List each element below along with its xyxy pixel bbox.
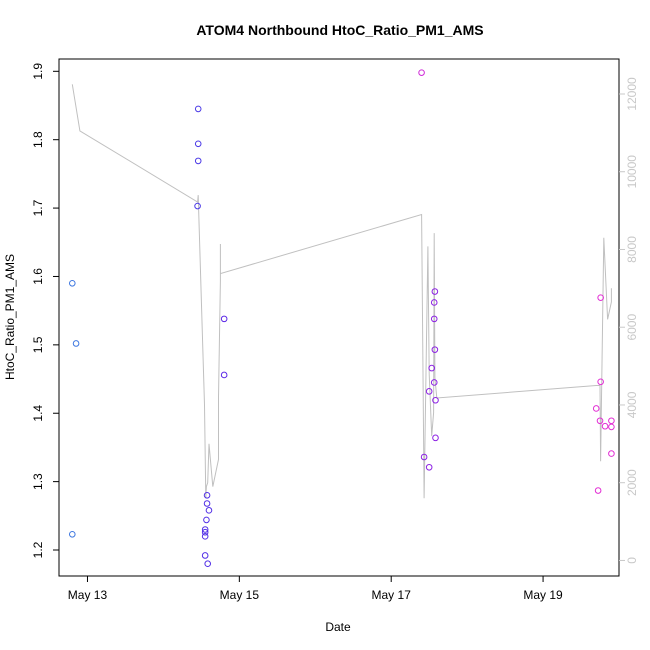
chart-title: ATOM4 Northbound HtoC_Ratio_PM1_AMS <box>196 22 483 38</box>
x-tick-label: May 15 <box>220 588 260 602</box>
data-point <box>220 371 228 379</box>
x-tick-label: May 17 <box>372 588 412 602</box>
data-point <box>68 530 76 538</box>
data-point <box>430 379 438 386</box>
data-point <box>431 346 439 353</box>
y-axis-right: 0 2000 4000 6000 8000 10000 12000 <box>619 77 639 564</box>
data-point <box>201 528 209 536</box>
series-line <box>71 84 612 499</box>
data-point <box>597 378 604 386</box>
x-tick-label: May 13 <box>68 588 108 602</box>
y-tick-label: 1.4 <box>31 405 45 422</box>
data-point <box>430 315 438 323</box>
data-point <box>608 423 615 431</box>
data-point <box>194 105 202 113</box>
data-point <box>194 140 202 148</box>
data-point <box>68 280 76 287</box>
y2-tick-label: 8000 <box>625 236 639 263</box>
data-point <box>594 487 602 494</box>
y2-tick-label: 0 <box>625 557 639 564</box>
data-point <box>597 294 604 301</box>
data-point <box>203 516 210 524</box>
data-point <box>608 450 615 457</box>
data-point <box>596 417 604 425</box>
y-tick-label: 1.5 <box>31 336 45 353</box>
data-point <box>201 552 209 559</box>
y-tick-label: 1.2 <box>31 541 45 558</box>
y-tick-label: 1.9 <box>31 63 45 80</box>
y2-tick-label: 10000 <box>625 155 639 189</box>
y-axis-label: HtoC_Ratio_PM1_AMS <box>3 254 17 380</box>
data-point <box>194 202 201 210</box>
y-tick-label: 1.7 <box>31 199 45 216</box>
y2-tick-label: 12000 <box>625 77 639 111</box>
points-layer <box>68 69 615 567</box>
x-axis-label: Date <box>325 620 351 634</box>
x-axis: May 13 May 15 May 17 May 19 <box>68 576 563 602</box>
y-tick-label: 1.3 <box>31 473 45 490</box>
data-point <box>428 364 436 372</box>
data-point <box>203 500 211 507</box>
data-point <box>418 69 425 76</box>
y2-tick-label: 2000 <box>625 469 639 496</box>
right-axis-series-layer <box>71 84 612 499</box>
data-point <box>432 396 439 404</box>
data-point <box>201 533 209 540</box>
data-point <box>425 463 433 471</box>
data-point <box>205 507 213 514</box>
data-point <box>194 157 202 165</box>
y2-tick-label: 4000 <box>625 391 639 418</box>
data-point <box>220 315 228 323</box>
y-tick-label: 1.6 <box>31 268 45 285</box>
data-point <box>430 299 438 306</box>
data-point <box>203 492 211 499</box>
data-point <box>592 405 600 412</box>
data-point <box>420 453 428 461</box>
data-point <box>204 560 212 567</box>
data-point <box>432 434 439 442</box>
data-point <box>431 288 439 295</box>
data-point <box>425 388 433 395</box>
plot-frame <box>58 58 620 577</box>
data-point <box>601 422 609 430</box>
data-point <box>201 526 209 533</box>
y-tick-label: 1.8 <box>31 131 45 148</box>
x-tick-label: May 19 <box>523 588 563 602</box>
y-axis-left: 1.2 1.3 1.4 1.5 1.6 1.7 1.8 1.9 <box>31 63 59 558</box>
y2-tick-label: 6000 <box>625 314 639 341</box>
data-point <box>72 340 80 347</box>
data-point <box>608 417 615 425</box>
